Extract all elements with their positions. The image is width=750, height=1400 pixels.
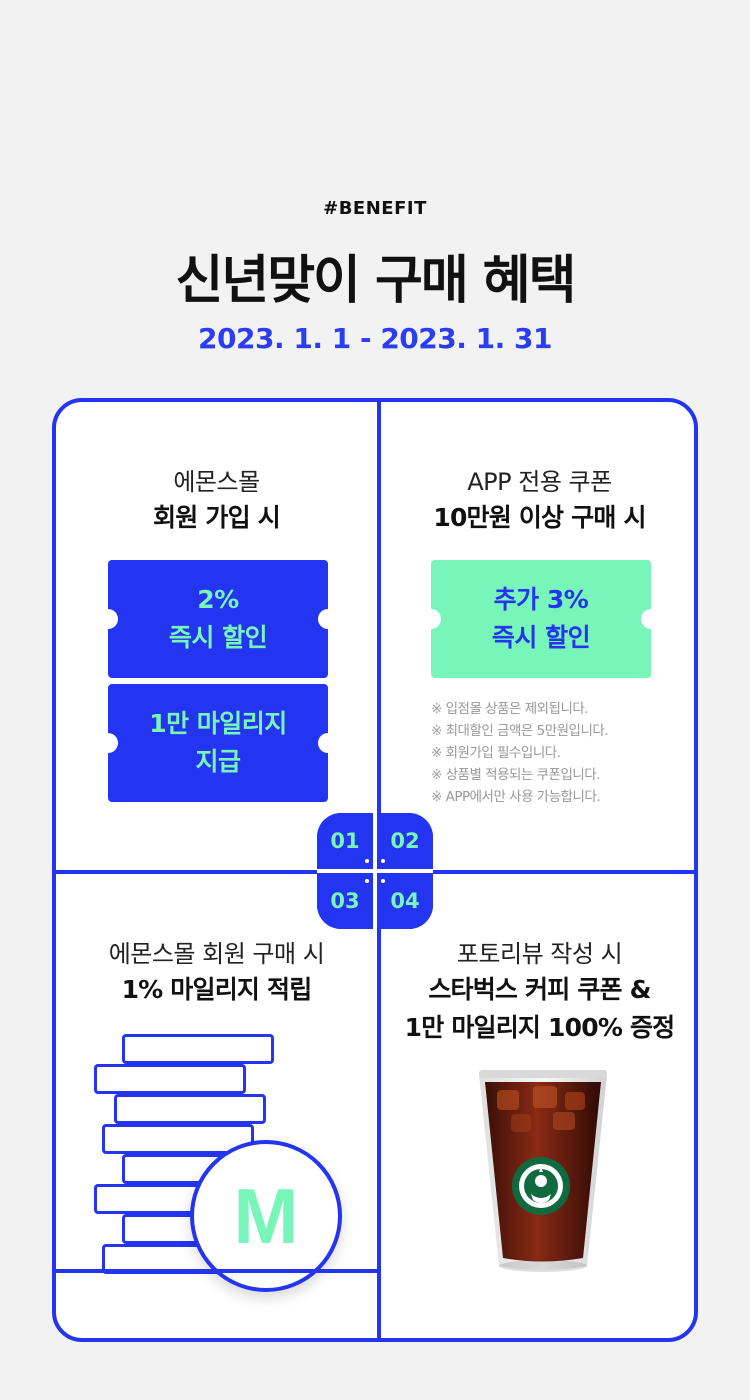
coupon-discount-value: 2% <box>197 585 239 614</box>
benefit-04-headline-1: 스타벅스 커피 쿠폰 & <box>428 975 651 1004</box>
benefit-02-headline: 10만원 이상 구매 시 <box>433 503 646 532</box>
coupon-discount: 2% 즉시 할인 <box>98 560 338 678</box>
mileage-coin: M <box>190 1140 342 1292</box>
benefit-number-badge: 01 02 03 04 <box>317 813 433 929</box>
coupon-app-value: 추가 3% <box>493 585 589 614</box>
benefit-03: 에몬스몰 회원 구매 시 1% 마일리지 적립 M <box>56 874 377 1338</box>
benefit-03-headline: 1% 마일리지 적립 <box>121 975 313 1004</box>
benefit-01-headline: 회원 가입 시 <box>153 503 281 532</box>
coupon-mileage-value: 1만 마일리지 <box>149 709 287 738</box>
benefit-02: APP 전용 쿠폰 10만원 이상 구매 시 추가 3% 즉시 할인 ※ 입점몰… <box>381 402 694 870</box>
benefit-04-subtitle: 포토리뷰 작성 시 <box>456 940 623 968</box>
benefit-04: 포토리뷰 작성 시 스타벅스 커피 쿠폰 & 1만 마일리지 100% 증정 <box>381 874 694 1338</box>
coupon-app-discount: 추가 3% 즉시 할인 <box>421 560 661 678</box>
event-period: 2023. 1. 1 - 2023. 1. 31 <box>198 322 552 355</box>
benefit-01: 에몬스몰 회원 가입 시 2% 즉시 할인 1만 마일리지 지급 <box>56 402 377 870</box>
badge-number-04: 04 <box>377 873 433 929</box>
badge-number-03: 03 <box>317 873 373 929</box>
benefit-04-headline-2: 1만 마일리지 100% 증정 <box>404 1013 676 1042</box>
badge-number-01: 01 <box>317 813 373 869</box>
coupon-app-label: 즉시 할인 <box>491 623 591 652</box>
badge-number-02: 02 <box>377 813 433 869</box>
iced-coffee-icon <box>479 1070 607 1272</box>
note-item: ※ 상품별 적용되는 쿠폰입니다. <box>431 767 601 783</box>
benefit-board: 에몬스몰 회원 가입 시 2% 즉시 할인 1만 마일리지 지급 APP 전용 … <box>52 398 698 1342</box>
note-item: ※ 회원가입 필수입니다. <box>431 745 561 761</box>
note-item: ※ 입점몰 상품은 제외됩니다. <box>431 701 589 717</box>
benefit-03-subtitle: 에몬스몰 회원 구매 시 <box>108 940 325 968</box>
note-item: ※ 최대할인 금액은 5만원입니다. <box>431 723 609 739</box>
benefit-01-subtitle: 에몬스몰 <box>173 468 260 496</box>
benefit-tag: #BENEFIT <box>323 198 427 219</box>
coupon-discount-label: 즉시 할인 <box>168 623 268 652</box>
coupon-notes: ※ 입점몰 상품은 제외됩니다. ※ 최대할인 금액은 5만원입니다. ※ 회원… <box>431 698 609 808</box>
stack-base-line <box>56 1269 377 1273</box>
note-item: ※ APP에서만 사용 가능합니다. <box>431 789 601 805</box>
coupon-mileage: 1만 마일리지 지급 <box>98 684 338 802</box>
benefit-02-subtitle: APP 전용 쿠폰 <box>467 468 612 496</box>
coupon-mileage-label: 지급 <box>195 747 241 776</box>
coin-stack-icon: M <box>56 874 377 1338</box>
page-title: 신년맞이 구매 혜택 <box>175 251 577 311</box>
